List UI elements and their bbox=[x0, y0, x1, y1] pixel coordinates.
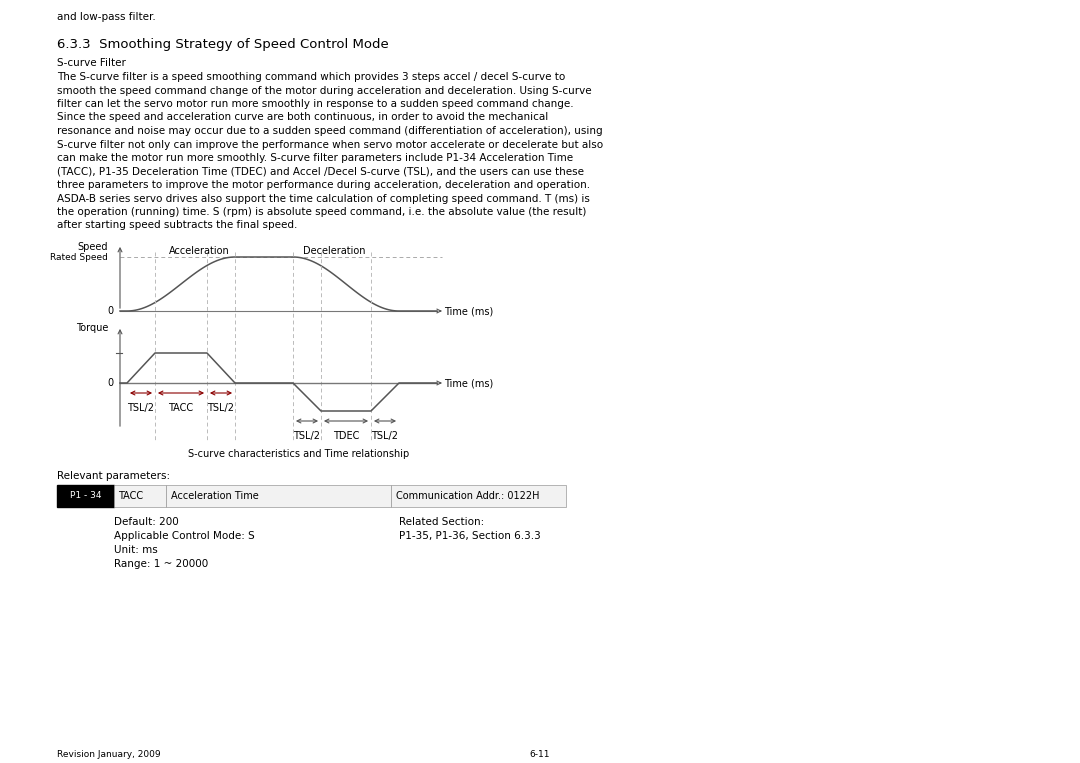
Text: filter can let the servo motor run more smoothly in response to a sudden speed c: filter can let the servo motor run more … bbox=[57, 99, 573, 109]
Text: Relevant parameters:: Relevant parameters: bbox=[57, 471, 171, 481]
Bar bbox=[166, 485, 391, 507]
Bar bbox=[57, 485, 114, 507]
Text: Default: 200: Default: 200 bbox=[114, 517, 179, 527]
Text: TACC: TACC bbox=[168, 403, 193, 413]
Text: Deceleration: Deceleration bbox=[303, 246, 365, 256]
Text: Acceleration Time: Acceleration Time bbox=[171, 491, 259, 501]
Text: three parameters to improve the motor performance during acceleration, decelerat: three parameters to improve the motor pe… bbox=[57, 180, 590, 190]
Text: Time (ms): Time (ms) bbox=[444, 306, 494, 316]
Bar bbox=[114, 485, 166, 507]
Text: Unit: ms: Unit: ms bbox=[114, 545, 158, 555]
Text: smooth the speed command change of the motor during acceleration and deceleratio: smooth the speed command change of the m… bbox=[57, 85, 592, 95]
Text: (TACC), P1-35 Deceleration Time (TDEC) and Accel /Decel S-curve (TSL), and the u: (TACC), P1-35 Deceleration Time (TDEC) a… bbox=[57, 166, 584, 176]
Text: 6-11: 6-11 bbox=[530, 750, 550, 759]
Text: can make the motor run more smoothly. S-curve filter parameters include P1-34 Ac: can make the motor run more smoothly. S-… bbox=[57, 153, 573, 163]
Text: TSL/2: TSL/2 bbox=[207, 403, 234, 413]
Text: TACC: TACC bbox=[118, 491, 144, 501]
Text: resonance and noise may occur due to a sudden speed command (differentiation of : resonance and noise may occur due to a s… bbox=[57, 126, 603, 136]
Text: ASDA-B series servo drives also support the time calculation of completing speed: ASDA-B series servo drives also support … bbox=[57, 194, 590, 204]
Text: TSL/2: TSL/2 bbox=[127, 403, 154, 413]
Text: S-curve filter not only can improve the performance when servo motor accelerate : S-curve filter not only can improve the … bbox=[57, 140, 603, 150]
Text: 0: 0 bbox=[108, 378, 114, 388]
Bar bbox=[391, 485, 566, 507]
Text: Time (ms): Time (ms) bbox=[444, 378, 494, 388]
Text: The S-curve filter is a speed smoothing command which provides 3 steps accel / d: The S-curve filter is a speed smoothing … bbox=[57, 72, 565, 82]
Text: and low-pass filter.: and low-pass filter. bbox=[57, 12, 156, 22]
Text: TDEC: TDEC bbox=[333, 431, 360, 441]
Text: S-curve Filter: S-curve Filter bbox=[57, 58, 126, 68]
Text: S-curve characteristics and Time relationship: S-curve characteristics and Time relatio… bbox=[188, 449, 409, 459]
Text: TSL/2: TSL/2 bbox=[372, 431, 399, 441]
Text: the operation (running) time. S (rpm) is absolute speed command, i.e. the absolu: the operation (running) time. S (rpm) is… bbox=[57, 207, 586, 217]
Text: Applicable Control Mode: S: Applicable Control Mode: S bbox=[114, 531, 255, 541]
Text: 0: 0 bbox=[108, 306, 114, 316]
Text: Revision January, 2009: Revision January, 2009 bbox=[57, 750, 161, 759]
Text: Rated Speed: Rated Speed bbox=[50, 253, 108, 262]
Text: after starting speed subtracts the final speed.: after starting speed subtracts the final… bbox=[57, 221, 297, 230]
Text: 6.3.3  Smoothing Strategy of Speed Control Mode: 6.3.3 Smoothing Strategy of Speed Contro… bbox=[57, 38, 389, 51]
Text: Torque: Torque bbox=[76, 323, 108, 333]
Text: P1-35, P1-36, Section 6.3.3: P1-35, P1-36, Section 6.3.3 bbox=[399, 531, 541, 541]
Text: Acceleration: Acceleration bbox=[168, 246, 230, 256]
Text: Communication Addr.: 0122H: Communication Addr.: 0122H bbox=[396, 491, 540, 501]
Text: P1 - 34: P1 - 34 bbox=[70, 491, 102, 501]
Text: Since the speed and acceleration curve are both continuous, in order to avoid th: Since the speed and acceleration curve a… bbox=[57, 112, 549, 123]
Text: Related Section:: Related Section: bbox=[399, 517, 484, 527]
Text: TSL/2: TSL/2 bbox=[294, 431, 321, 441]
Text: Range: 1 ~ 20000: Range: 1 ~ 20000 bbox=[114, 559, 208, 569]
Text: Speed: Speed bbox=[78, 242, 108, 252]
